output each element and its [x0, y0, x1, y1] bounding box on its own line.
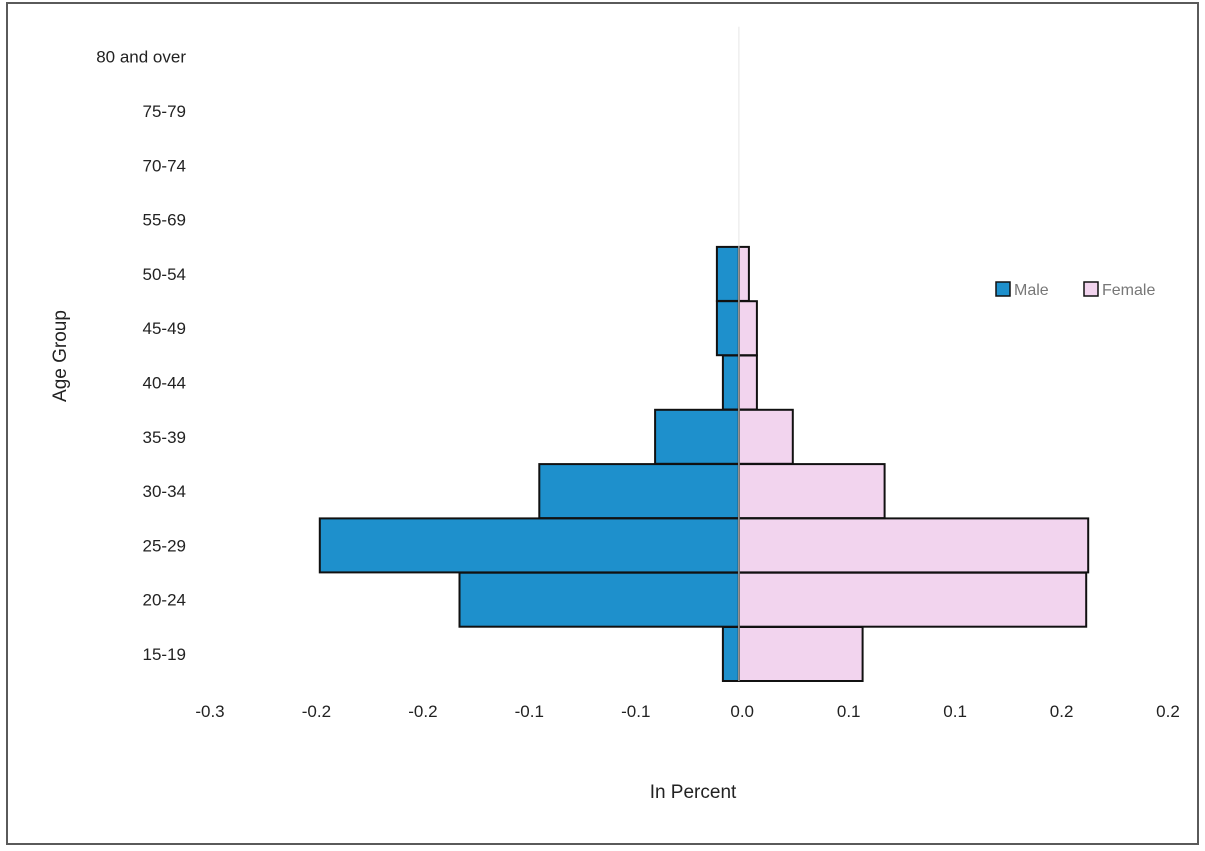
legend-label-male: Male [1014, 282, 1049, 299]
y-tick-50-54: 50-54 [143, 265, 186, 284]
legend: Male Female [995, 281, 1155, 299]
bar-male-50-54 [715, 245, 740, 302]
bar-female-15-19 [737, 626, 864, 682]
y-tick-80-and-over: 80 and over [96, 48, 186, 67]
legend-swatch-female [1083, 281, 1099, 297]
bar-female-30-34 [737, 463, 886, 520]
x-tick-6: 0.1 [837, 702, 861, 721]
bars-layer [318, 245, 1090, 682]
bar-female-35-39 [737, 408, 794, 465]
y-tick-30-34: 30-34 [143, 482, 186, 501]
bar-female-20-24 [737, 571, 1088, 628]
chart-frame [6, 2, 1199, 845]
bar-male-45-49 [715, 300, 740, 357]
y-tick-35-39: 35-39 [143, 428, 186, 447]
bar-male-30-34 [538, 463, 740, 520]
x-tick-labels: -0.3 -0.2 -0.2 -0.1 -0.1 0.0 0.1 0.1 0.2 0.2 [195, 702, 1179, 721]
x-tick-3: -0.1 [515, 702, 544, 721]
y-tick-75-79: 75-79 [143, 102, 186, 121]
x-tick-1: -0.2 [302, 702, 331, 721]
bar-male-35-39 [654, 408, 740, 465]
legend-swatch-male [995, 281, 1011, 297]
x-tick-0: -0.3 [195, 702, 224, 721]
y-tick-55-69: 55-69 [143, 211, 186, 230]
y-tick-70-74: 70-74 [143, 156, 186, 175]
bar-female-45-49 [737, 300, 758, 357]
x-axis-title: In Percent [650, 782, 737, 803]
y-tick-labels: 15-19 20-24 25-29 30-34 35-39 40-44 45-49 50-54… [96, 48, 186, 664]
bar-male-20-24 [458, 571, 740, 628]
y-tick-25-29: 25-29 [143, 536, 186, 555]
y-tick-15-19: 15-19 [143, 645, 186, 664]
bar-male-25-29 [318, 517, 740, 574]
x-tick-9: 0.2 [1156, 702, 1180, 721]
x-tick-8: 0.2 [1050, 702, 1074, 721]
y-tick-40-44: 40-44 [143, 374, 186, 393]
x-tick-4: -0.1 [621, 702, 650, 721]
bar-female-40-44 [737, 354, 758, 411]
bar-female-25-29 [737, 517, 1090, 574]
y-tick-20-24: 20-24 [143, 591, 186, 610]
bar-female-50-54 [737, 245, 750, 302]
y-tick-45-49: 45-49 [143, 319, 186, 338]
x-tick-7: 0.1 [943, 702, 967, 721]
bar-male-40-44 [721, 354, 740, 411]
x-tick-5: 0.0 [730, 702, 754, 721]
y-axis-title: Age Group [50, 310, 71, 402]
legend-label-female: Female [1102, 282, 1155, 299]
bar-male-15-19 [721, 626, 740, 682]
x-tick-2: -0.2 [408, 702, 437, 721]
